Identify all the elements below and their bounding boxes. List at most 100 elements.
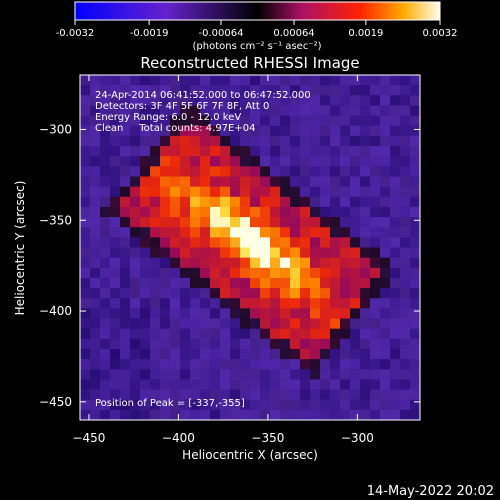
heatmap-cell <box>230 379 241 391</box>
heatmap-cell <box>210 338 221 350</box>
heatmap-cell <box>350 95 361 107</box>
heatmap-cell <box>380 318 391 330</box>
heatmap-cell <box>120 217 131 228</box>
heatmap-cell <box>80 318 91 330</box>
heatmap-cell <box>400 308 411 320</box>
heatmap-cell <box>90 308 101 320</box>
heatmap-cell <box>290 399 301 411</box>
heatmap-cell <box>310 75 321 86</box>
heatmap-cell <box>130 146 141 157</box>
heatmap-cell <box>220 257 231 269</box>
heatmap-cell <box>390 186 401 198</box>
heatmap-cell <box>90 338 101 350</box>
heatmap-cell <box>120 308 131 320</box>
heatmap-cell <box>270 298 281 309</box>
heatmap-cell <box>210 75 221 86</box>
heatmap-cell <box>360 288 371 299</box>
heatmap-cell <box>380 186 391 198</box>
heatmap-cell <box>180 318 191 330</box>
heatmap-cell <box>360 328 371 340</box>
heatmap-cell <box>410 379 420 391</box>
heatmap-cell <box>390 298 401 309</box>
heatmap-cell <box>310 328 321 340</box>
heatmap-cell <box>280 247 291 259</box>
heatmap-cell <box>80 186 91 198</box>
y-axis-ticks: −300 −350 −400 −450 <box>39 122 420 409</box>
heatmap-cell <box>140 75 151 86</box>
heatmap-cell <box>360 105 371 117</box>
heatmap-cell <box>110 328 121 340</box>
heatmap-cell <box>300 308 311 320</box>
heatmap-cell <box>150 288 161 299</box>
heatmap-cell <box>130 85 141 96</box>
heatmap-cell <box>140 277 151 289</box>
heatmap-cell <box>400 389 411 401</box>
heatmap-cell <box>380 75 391 86</box>
heatmap-cell <box>220 166 231 178</box>
heatmap-cell <box>210 257 221 269</box>
heatmap-cell <box>100 379 111 391</box>
heatmap-cell <box>300 348 311 360</box>
heatmap-cell <box>150 217 161 228</box>
heatmap-cell <box>190 196 201 208</box>
heatmap-cell <box>110 247 121 259</box>
heatmap-cell <box>110 399 121 411</box>
heatmap-cell <box>130 186 141 198</box>
heatmap-cell <box>130 308 141 320</box>
heatmap-cell <box>380 409 391 420</box>
heatmap-cell <box>370 186 381 198</box>
heatmap-cell <box>330 409 341 420</box>
heatmap-cell <box>320 105 331 117</box>
heatmap-cell <box>270 399 281 411</box>
heatmap-cell <box>290 166 301 178</box>
heatmap-cell <box>120 196 131 208</box>
heatmap-cell <box>260 348 271 360</box>
heatmap-cell <box>370 95 381 107</box>
heatmap-cell <box>410 237 420 249</box>
heatmap-cell <box>80 257 91 269</box>
heatmap-cell <box>90 328 101 340</box>
heatmap-cell <box>350 277 361 289</box>
heatmap-cell <box>190 95 201 107</box>
heatmap-cell <box>350 359 361 370</box>
heatmap-cell <box>370 257 381 269</box>
heatmap-cell <box>320 277 331 289</box>
heatmap-cell <box>380 206 391 218</box>
heatmap-cell <box>340 348 351 360</box>
heatmap-cell <box>150 409 161 420</box>
heatmap-cell <box>360 217 371 228</box>
heatmap-cell <box>160 237 171 249</box>
heatmap-cell <box>400 318 411 330</box>
heatmap-cell <box>410 115 420 127</box>
heatmap-cell <box>330 75 341 86</box>
heatmap-cell <box>190 105 201 117</box>
heatmap-cell <box>350 237 361 249</box>
heatmap-cell <box>390 308 401 320</box>
heatmap-cell <box>230 186 241 198</box>
heatmap-cell <box>210 308 221 320</box>
heatmap-cell <box>320 125 331 137</box>
chart-title: Reconstructed RHESSI Image <box>140 54 359 72</box>
heatmap-cell <box>250 369 261 381</box>
heatmap-cell <box>380 85 391 96</box>
heatmap-cell <box>180 186 191 198</box>
heatmap-cell <box>320 237 331 249</box>
heatmap-cell <box>300 217 311 228</box>
heatmap-cell <box>340 318 351 330</box>
heatmap-cell <box>310 135 321 147</box>
heatmap-cell <box>270 217 281 228</box>
heatmap-cell <box>200 328 211 340</box>
heatmap-cell <box>160 247 171 259</box>
heatmap-cell <box>140 308 151 320</box>
heatmap-cell <box>130 125 141 137</box>
heatmap-cell <box>410 206 420 218</box>
heatmap-cell <box>140 359 151 370</box>
heatmap-cell <box>190 115 201 127</box>
heatmap-cell <box>260 308 271 320</box>
heatmap-cell <box>350 176 361 188</box>
heatmap-cell <box>80 288 91 299</box>
heatmap-cell <box>400 409 411 420</box>
heatmap-cell <box>310 288 321 299</box>
heatmap-cell <box>180 389 191 401</box>
heatmap-cell <box>280 75 291 86</box>
